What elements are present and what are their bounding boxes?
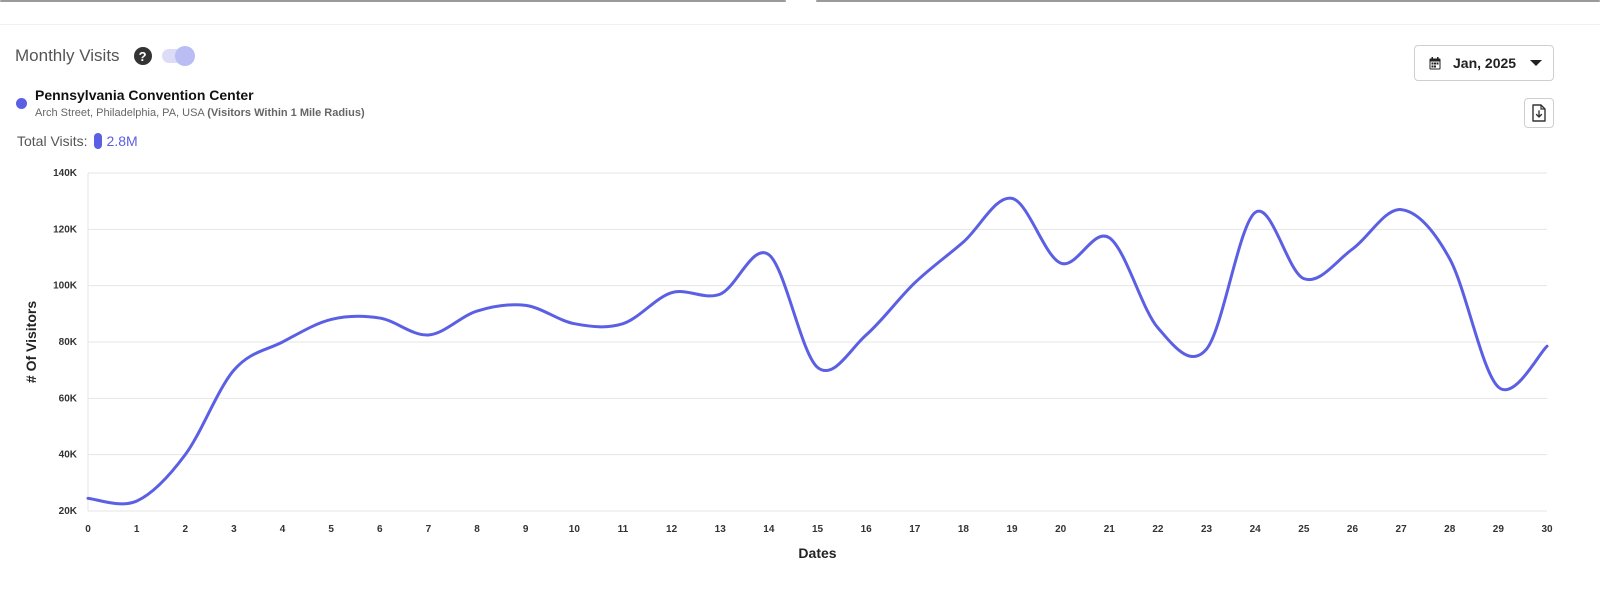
x-tick-label: 30 <box>1541 524 1553 535</box>
x-tick-label: 15 <box>812 524 824 535</box>
x-tick-label: 4 <box>280 524 286 535</box>
x-tick-label: 21 <box>1104 524 1116 535</box>
x-tick-label: 0 <box>85 524 91 535</box>
file-download-icon <box>1532 104 1546 122</box>
x-tick-label: 26 <box>1347 524 1359 535</box>
question-circle-icon[interactable]: ? <box>133 47 152 65</box>
x-tick-label: 27 <box>1396 524 1408 535</box>
x-tick-label: 2 <box>182 524 188 535</box>
y-tick-label: 80K <box>59 337 78 348</box>
calendar-icon <box>1429 56 1441 69</box>
x-tick-label: 7 <box>426 524 432 535</box>
x-tick-label: 16 <box>861 524 873 535</box>
tab-indicator-right <box>816 0 1600 2</box>
x-tick-label: 1 <box>134 524 140 535</box>
x-tick-label: 22 <box>1152 524 1164 535</box>
location-color-dot <box>16 98 27 109</box>
radius-note: (Visitors Within 1 Mile Radius) <box>207 107 365 119</box>
y-tick-label: 140K <box>53 168 78 179</box>
x-tick-label: 23 <box>1201 524 1213 535</box>
x-tick-label: 28 <box>1444 524 1456 535</box>
top-tab-strip <box>0 0 1600 25</box>
location-name: Pennsylvania Convention Center <box>35 87 254 103</box>
total-visits-value: 2.8M <box>106 133 138 149</box>
monthly-visits-toggle[interactable] <box>161 46 195 66</box>
x-tick-label: 8 <box>474 524 480 535</box>
x-tick-label: 24 <box>1250 524 1262 535</box>
x-tick-label: 5 <box>328 524 334 535</box>
total-visits-label: Total Visits: <box>17 133 88 149</box>
x-axis-title: Dates <box>798 545 836 561</box>
total-visits-marker <box>93 133 102 149</box>
x-tick-label: 25 <box>1298 524 1310 535</box>
x-tick-label: 18 <box>958 524 970 535</box>
y-tick-label: 120K <box>53 224 78 235</box>
x-tick-label: 19 <box>1006 524 1018 535</box>
x-tick-label: 17 <box>909 524 921 535</box>
x-tick-label: 20 <box>1055 524 1067 535</box>
toggle-knob <box>174 46 195 66</box>
chart-title: Monthly Visits <box>15 46 120 65</box>
x-tick-label: 12 <box>666 524 678 535</box>
y-tick-label: 60K <box>59 393 78 404</box>
x-tick-label: 29 <box>1493 524 1505 535</box>
caret-down-icon <box>1530 60 1543 66</box>
x-tick-label: 13 <box>715 524 727 535</box>
x-tick-label: 11 <box>618 524 629 535</box>
selected-month: Jan, 2025 <box>1453 55 1517 71</box>
y-tick-label: 40K <box>59 450 78 461</box>
x-tick-label: 9 <box>523 524 529 535</box>
location-address-text: Arch Street, Philadelphia, PA, USA <box>35 107 205 119</box>
x-tick-label: 6 <box>377 524 383 535</box>
y-tick-label: 20K <box>59 506 78 517</box>
x-tick-label: 14 <box>763 524 775 535</box>
location-address: Arch Street, Philadelphia, PA, USA (Visi… <box>35 107 365 119</box>
y-tick-label: 100K <box>53 281 78 292</box>
visits-series-line <box>86 196 1549 506</box>
x-tick-label: 10 <box>569 524 581 535</box>
x-tick-label: 3 <box>231 524 237 535</box>
tab-indicator-left <box>0 0 786 2</box>
y-axis-title: # Of Visitors <box>23 301 39 383</box>
month-picker-button[interactable]: Jan, 2025 <box>1414 45 1554 81</box>
chart-header: Monthly Visits ? <box>15 46 195 66</box>
total-visits: Total Visits: 2.8M <box>17 133 138 149</box>
download-button[interactable] <box>1524 98 1554 128</box>
